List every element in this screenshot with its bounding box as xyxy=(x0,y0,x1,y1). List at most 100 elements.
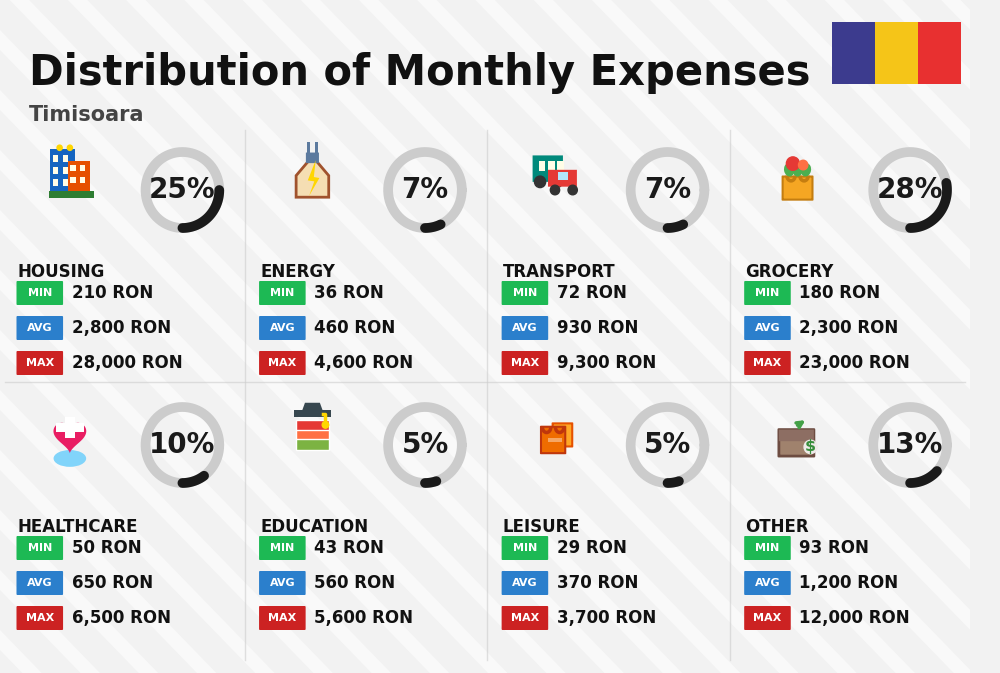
Text: 72 RON: 72 RON xyxy=(557,284,627,302)
FancyBboxPatch shape xyxy=(502,536,548,560)
Text: MIN: MIN xyxy=(28,543,52,553)
FancyBboxPatch shape xyxy=(16,316,63,340)
FancyBboxPatch shape xyxy=(744,351,791,375)
FancyBboxPatch shape xyxy=(502,571,548,595)
Text: 9,300 RON: 9,300 RON xyxy=(557,354,656,372)
Text: 5%: 5% xyxy=(644,431,691,459)
FancyBboxPatch shape xyxy=(307,142,310,153)
Text: 4,600 RON: 4,600 RON xyxy=(314,354,413,372)
Circle shape xyxy=(804,440,817,454)
Text: 28%: 28% xyxy=(877,176,943,204)
FancyBboxPatch shape xyxy=(296,429,329,440)
Text: 2,800 RON: 2,800 RON xyxy=(72,319,171,337)
Text: AVG: AVG xyxy=(755,578,780,588)
Polygon shape xyxy=(308,160,319,196)
Ellipse shape xyxy=(792,163,803,176)
Text: MIN: MIN xyxy=(755,543,780,553)
FancyBboxPatch shape xyxy=(315,142,318,153)
FancyBboxPatch shape xyxy=(49,191,94,198)
FancyBboxPatch shape xyxy=(553,423,572,446)
FancyBboxPatch shape xyxy=(744,281,791,305)
Polygon shape xyxy=(296,156,329,197)
Text: AVG: AVG xyxy=(512,323,538,333)
Text: MAX: MAX xyxy=(26,613,54,623)
FancyBboxPatch shape xyxy=(259,351,306,375)
Text: MIN: MIN xyxy=(755,288,780,298)
FancyBboxPatch shape xyxy=(63,179,68,186)
Text: AVG: AVG xyxy=(27,323,53,333)
FancyBboxPatch shape xyxy=(296,420,329,431)
Text: 36 RON: 36 RON xyxy=(314,284,384,302)
Text: 460 RON: 460 RON xyxy=(314,319,396,337)
FancyBboxPatch shape xyxy=(783,176,812,200)
Text: 28,000 RON: 28,000 RON xyxy=(72,354,182,372)
Text: 930 RON: 930 RON xyxy=(557,319,638,337)
Text: MIN: MIN xyxy=(28,288,52,298)
Text: TRANSPORT: TRANSPORT xyxy=(503,263,615,281)
Text: MAX: MAX xyxy=(511,358,539,368)
Text: MIN: MIN xyxy=(270,543,294,553)
FancyBboxPatch shape xyxy=(70,165,76,172)
FancyBboxPatch shape xyxy=(16,606,63,630)
Text: 2,300 RON: 2,300 RON xyxy=(799,319,899,337)
Text: AVG: AVG xyxy=(270,323,295,333)
FancyBboxPatch shape xyxy=(53,167,58,174)
Text: 370 RON: 370 RON xyxy=(557,574,638,592)
FancyBboxPatch shape xyxy=(533,155,563,182)
FancyBboxPatch shape xyxy=(16,536,63,560)
Text: 560 RON: 560 RON xyxy=(314,574,395,592)
FancyBboxPatch shape xyxy=(832,22,875,84)
FancyBboxPatch shape xyxy=(744,316,791,340)
Text: ENERGY: ENERGY xyxy=(260,263,335,281)
Text: Distribution of Monthly Expenses: Distribution of Monthly Expenses xyxy=(29,52,811,94)
FancyBboxPatch shape xyxy=(502,351,548,375)
FancyBboxPatch shape xyxy=(65,417,75,438)
Text: 13%: 13% xyxy=(877,431,943,459)
FancyBboxPatch shape xyxy=(548,162,555,171)
Text: MIN: MIN xyxy=(513,288,537,298)
Text: 3,700 RON: 3,700 RON xyxy=(557,609,656,627)
Text: 210 RON: 210 RON xyxy=(72,284,153,302)
Circle shape xyxy=(550,185,560,194)
Polygon shape xyxy=(302,402,323,411)
FancyBboxPatch shape xyxy=(918,22,961,84)
Text: MAX: MAX xyxy=(753,358,782,368)
FancyBboxPatch shape xyxy=(68,162,90,191)
FancyBboxPatch shape xyxy=(259,571,306,595)
FancyBboxPatch shape xyxy=(744,571,791,595)
Text: 43 RON: 43 RON xyxy=(314,539,384,557)
FancyBboxPatch shape xyxy=(80,176,85,183)
Circle shape xyxy=(551,176,562,188)
Text: MAX: MAX xyxy=(511,613,539,623)
FancyBboxPatch shape xyxy=(259,316,306,340)
Circle shape xyxy=(322,421,329,428)
Text: 29 RON: 29 RON xyxy=(557,539,627,557)
FancyBboxPatch shape xyxy=(306,153,319,163)
FancyBboxPatch shape xyxy=(53,179,58,186)
Circle shape xyxy=(534,176,546,188)
Text: 5,600 RON: 5,600 RON xyxy=(314,609,413,627)
Text: Timisoara: Timisoara xyxy=(29,105,145,125)
FancyBboxPatch shape xyxy=(294,411,331,417)
Text: LEISURE: LEISURE xyxy=(503,518,580,536)
Text: 25%: 25% xyxy=(149,176,216,204)
Ellipse shape xyxy=(54,450,86,467)
Text: HEALTHCARE: HEALTHCARE xyxy=(17,518,138,536)
Text: 10%: 10% xyxy=(149,431,216,459)
Text: 1,200 RON: 1,200 RON xyxy=(799,574,899,592)
Text: 6,500 RON: 6,500 RON xyxy=(72,609,171,627)
Text: 5%: 5% xyxy=(401,431,449,459)
Text: MIN: MIN xyxy=(270,288,294,298)
FancyBboxPatch shape xyxy=(50,149,75,191)
FancyBboxPatch shape xyxy=(541,427,565,453)
Text: 650 RON: 650 RON xyxy=(72,574,153,592)
FancyBboxPatch shape xyxy=(557,162,564,171)
FancyBboxPatch shape xyxy=(16,571,63,595)
FancyBboxPatch shape xyxy=(539,162,545,171)
FancyBboxPatch shape xyxy=(296,439,329,450)
Text: 93 RON: 93 RON xyxy=(799,539,869,557)
FancyBboxPatch shape xyxy=(56,423,84,432)
FancyBboxPatch shape xyxy=(259,606,306,630)
Text: MAX: MAX xyxy=(268,613,296,623)
FancyBboxPatch shape xyxy=(779,429,814,441)
